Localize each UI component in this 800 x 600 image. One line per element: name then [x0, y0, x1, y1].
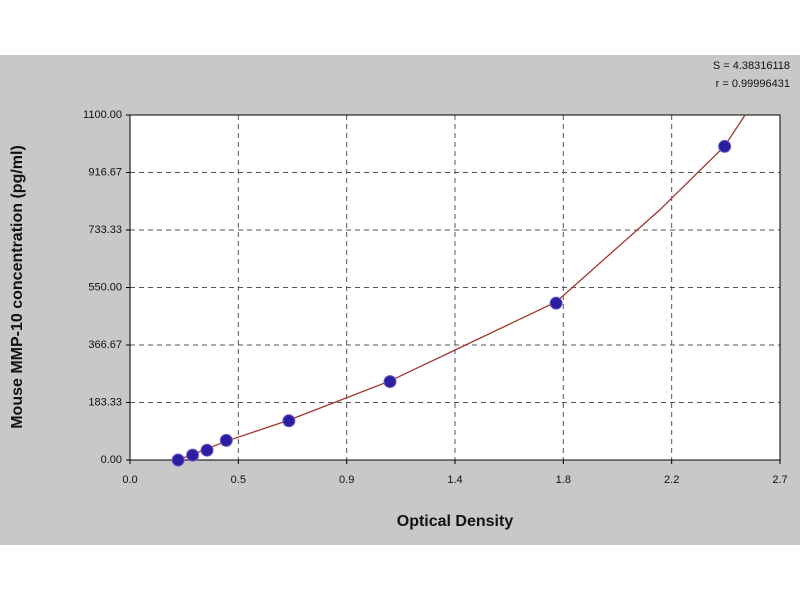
y-tick-label: 1100.00 — [83, 109, 122, 121]
x-axis-title: Optical Density — [397, 513, 514, 530]
x-tick-label: 0.9 — [339, 474, 354, 486]
x-tick-label: 1.8 — [556, 474, 571, 486]
y-tick-label: 916.67 — [88, 166, 122, 178]
x-tick-label: 0.5 — [231, 474, 246, 486]
y-tick-label: 183.33 — [88, 396, 122, 408]
x-tick-label: 2.2 — [664, 474, 679, 486]
data-point — [718, 139, 732, 153]
annotation: r = 0.99996431 — [716, 78, 790, 90]
data-point — [186, 448, 200, 462]
y-tick-label: 366.67 — [88, 339, 122, 351]
fit-curve — [177, 114, 746, 461]
data-point — [171, 453, 185, 467]
x-tick-label: 0.0 — [122, 474, 137, 486]
data-point — [219, 433, 233, 447]
y-tick-label: 733.33 — [88, 224, 122, 236]
data-point — [549, 296, 563, 310]
x-tick-label: 2.7 — [772, 474, 787, 486]
plot-border — [129, 114, 781, 461]
data-point — [282, 414, 296, 428]
annotation: S = 4.38316118 — [713, 60, 790, 72]
y-tick-label: 0.00 — [101, 454, 122, 466]
data-point — [383, 375, 397, 389]
y-tick-label: 550.00 — [88, 281, 122, 293]
y-axis-title: Mouse MMP-10 concentration (pg/ml) — [9, 145, 26, 429]
data-point — [200, 443, 214, 457]
x-tick-label: 1.4 — [447, 474, 462, 486]
